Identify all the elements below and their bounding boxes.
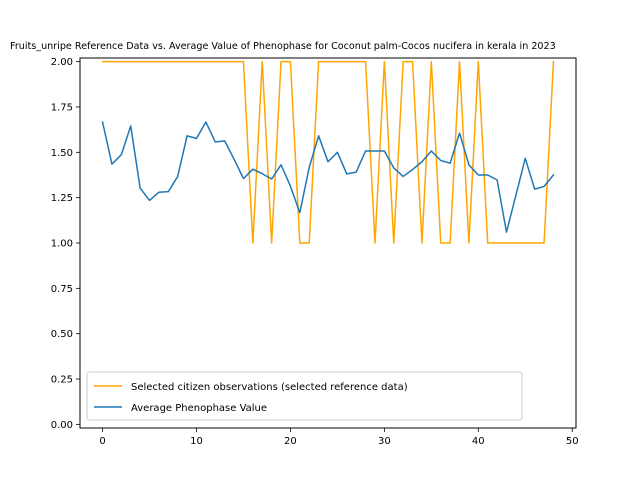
y-tick-label: 0.00: [51, 420, 73, 431]
y-tick-label: 1.50: [51, 148, 73, 159]
y-tick-label: 0.75: [51, 284, 73, 295]
legend-box: [86, 371, 523, 421]
series-layer: [101, 60, 555, 244]
x-tick-label: 30: [378, 436, 391, 447]
y-tick-label: 1.00: [51, 239, 73, 250]
y-tick-label: 1.75: [51, 102, 73, 113]
y-axis: 0.00 0.25 0.50 0.75 1.00 1.25 1.50 1.75 2.00: [51, 57, 80, 431]
x-tick-label: 50: [566, 436, 579, 447]
y-tick-label: 0.50: [51, 329, 73, 340]
x-tick-label: 0: [99, 436, 105, 447]
x-axis: 0 10 20 30 40 50: [99, 428, 579, 447]
legend-label-average: Average Phenophase Value: [131, 403, 267, 414]
plot-frame: [79, 57, 577, 429]
y-tick-label: 1.25: [51, 193, 73, 204]
series-line-average: [101, 121, 555, 233]
legend: Selected citizen observations (selected …: [86, 371, 523, 421]
y-tick-label: 2.00: [51, 57, 73, 68]
x-tick-label: 20: [284, 436, 297, 447]
x-tick-label: 40: [472, 436, 485, 447]
chart-title: Fruits_unripe Reference Data vs. Average…: [10, 41, 556, 52]
y-tick-label: 0.25: [51, 375, 73, 386]
x-tick-label: 10: [190, 436, 203, 447]
legend-label-reference: Selected citizen observations (selected …: [131, 382, 408, 393]
series-line-reference: [101, 60, 555, 244]
